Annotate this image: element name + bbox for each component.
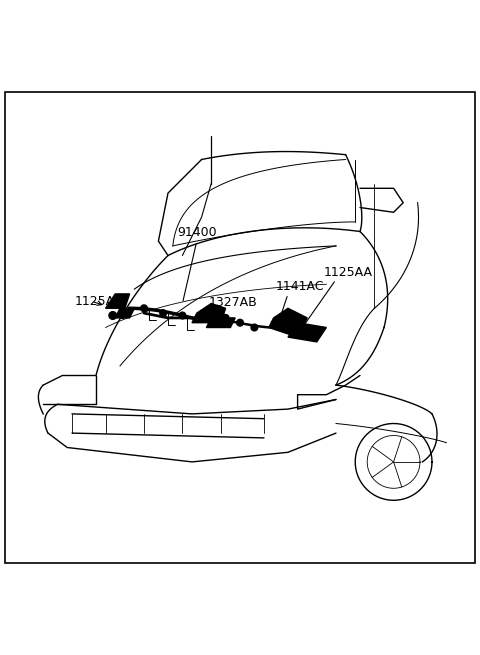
Text: 91400: 91400 [177,226,216,238]
Circle shape [179,312,186,319]
Polygon shape [269,309,307,337]
Circle shape [237,320,243,326]
Circle shape [222,314,229,321]
Circle shape [141,305,147,312]
Text: 1125AA: 1125AA [324,266,373,279]
Text: 1327AB: 1327AB [209,296,258,309]
Circle shape [109,312,117,320]
Circle shape [160,310,167,316]
Circle shape [251,324,258,331]
Polygon shape [106,294,130,309]
Polygon shape [115,309,134,318]
Circle shape [198,314,205,321]
Text: 1125AE: 1125AE [74,295,122,308]
Text: 1141AC: 1141AC [276,280,324,293]
Polygon shape [206,318,235,328]
Circle shape [120,312,125,318]
Polygon shape [288,323,326,342]
Polygon shape [192,303,226,323]
